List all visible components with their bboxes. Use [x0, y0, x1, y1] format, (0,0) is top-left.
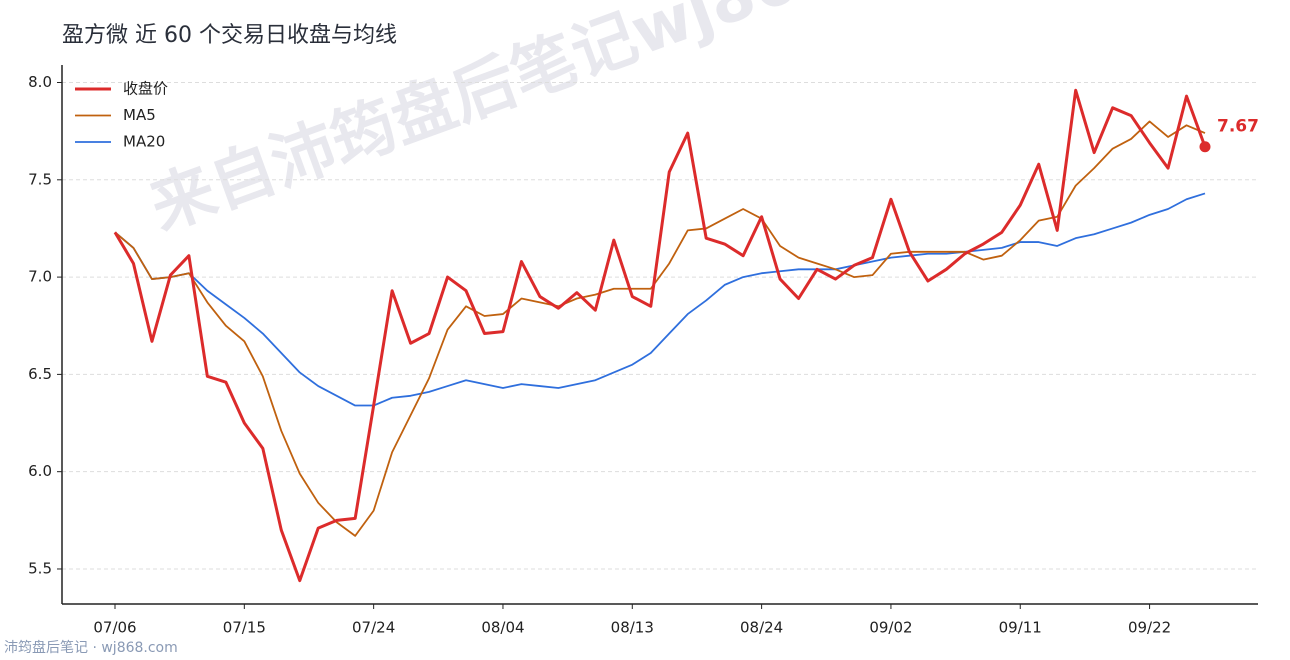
- last-point: [1199, 141, 1211, 153]
- y-tick-label: 6.0: [28, 462, 52, 480]
- y-tick-label: 5.5: [28, 559, 52, 577]
- x-tick-label: 07/06: [93, 619, 136, 637]
- x-tick-label: 09/22: [1128, 619, 1171, 637]
- x-tick-label: 07/24: [352, 619, 395, 637]
- x-tick-label: 08/24: [740, 619, 783, 637]
- x-tick-label: 08/13: [611, 619, 654, 637]
- chart-title: 盈方微 近 60 个交易日收盘与均线: [62, 23, 397, 48]
- series-line: [113, 88, 1207, 583]
- x-tick-label: 09/11: [999, 619, 1042, 637]
- y-tick-label: 8.0: [28, 73, 52, 91]
- y-tick-label: 7.0: [28, 268, 52, 286]
- legend-label: MA5: [123, 106, 156, 124]
- last-value-label: 7.67: [1217, 117, 1259, 137]
- x-tick-label: 09/02: [869, 619, 912, 637]
- footer: 沛筠盘后笔记 · wj868.com: [4, 639, 178, 656]
- y-tick-label: 6.5: [28, 365, 52, 383]
- series-line: [114, 192, 1206, 407]
- series-line: [114, 120, 1206, 537]
- legend-label: 收盘价: [123, 80, 168, 98]
- legend-label: MA20: [123, 133, 165, 151]
- x-tick-label: 08/04: [481, 619, 524, 637]
- x-tick-label: 07/15: [223, 619, 266, 637]
- y-tick-label: 7.5: [28, 170, 52, 188]
